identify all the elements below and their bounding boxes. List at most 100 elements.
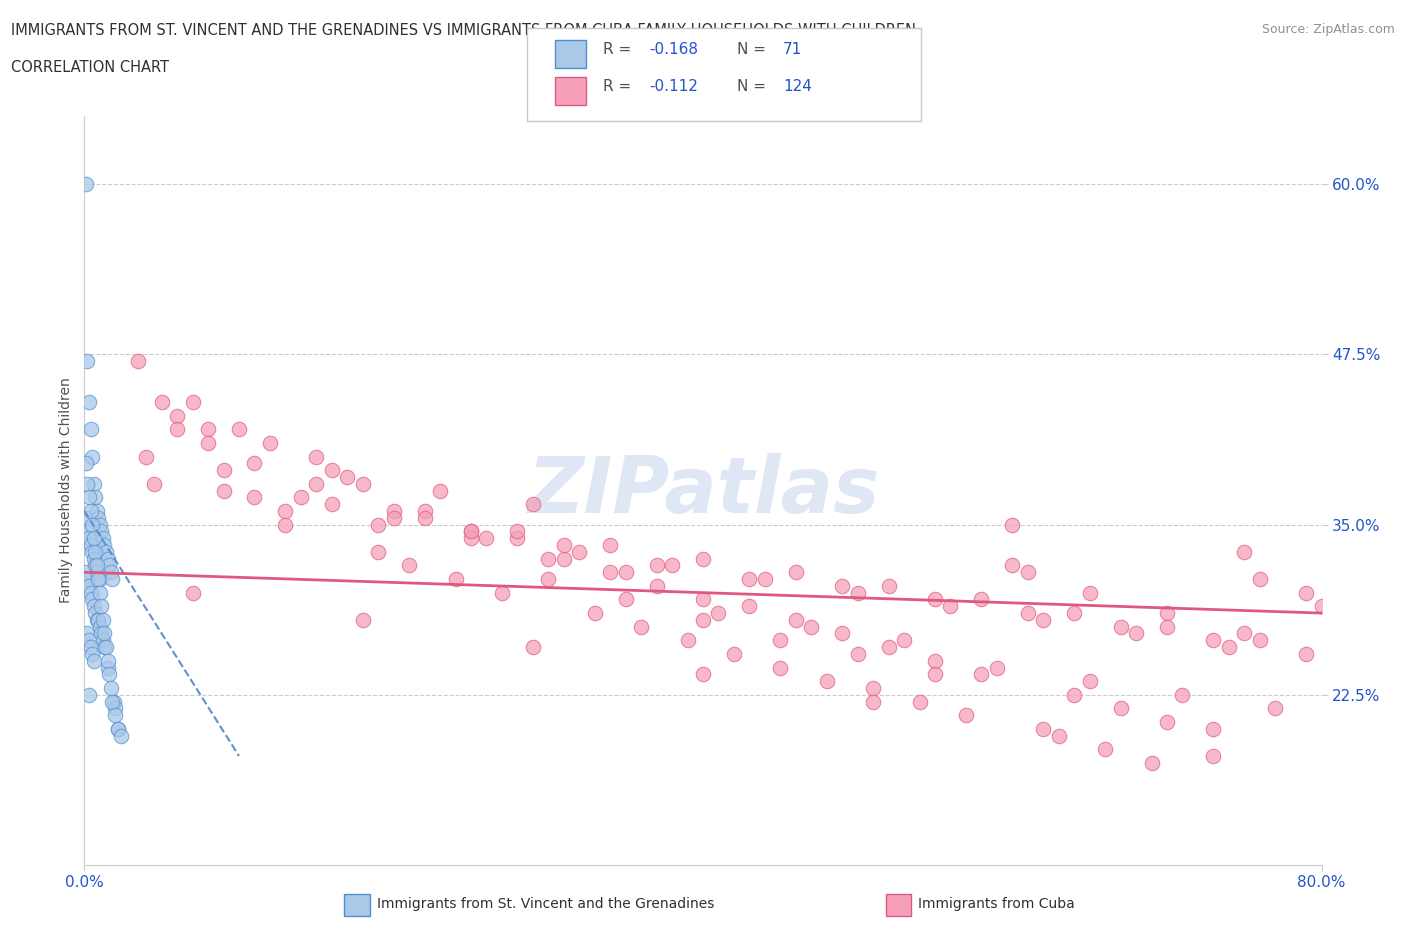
Point (1125, 626, 1147, 641)
Point (444, 572, 467, 587)
Point (692, 667, 714, 682)
Point (970, 592, 993, 607)
Point (86, 558, 108, 573)
Point (382, 511, 405, 525)
Point (1032, 613, 1054, 628)
Point (1202, 632, 1225, 647)
Text: R =: R = (603, 42, 637, 57)
Point (83, 531, 105, 546)
Point (1017, 565, 1039, 579)
Point (83, 653, 105, 668)
Point (1109, 701, 1132, 716)
Point (79, 640, 101, 655)
Point (76, 626, 98, 641)
Text: R =: R = (603, 79, 637, 94)
Point (197, 422, 219, 437)
Text: -0.168: -0.168 (650, 42, 699, 57)
Point (506, 531, 529, 546)
Point (89, 619, 111, 634)
Point (79, 585, 101, 600)
Point (259, 435, 281, 450)
Point (831, 626, 853, 641)
Point (75, 177, 97, 192)
Point (460, 531, 482, 546)
Text: IMMIGRANTS FROM ST. VINCENT AND THE GRENADINES VS IMMIGRANTS FROM CUBA FAMILY HO: IMMIGRANTS FROM ST. VINCENT AND THE GREN… (11, 23, 917, 38)
Text: Immigrants from Cuba: Immigrants from Cuba (918, 897, 1074, 911)
Point (460, 524, 482, 538)
Point (89, 585, 111, 600)
Point (877, 640, 900, 655)
Point (197, 435, 219, 450)
Point (475, 531, 498, 546)
Point (103, 694, 125, 709)
Point (382, 503, 405, 518)
Point (90, 626, 112, 641)
Point (661, 558, 683, 573)
Point (676, 632, 699, 647)
Point (77, 578, 100, 593)
Point (1017, 605, 1039, 620)
Point (1063, 605, 1085, 620)
Point (79, 538, 101, 552)
Point (166, 408, 188, 423)
Point (243, 456, 266, 471)
Point (815, 673, 838, 688)
Point (537, 572, 560, 587)
Point (1310, 599, 1333, 614)
Point (862, 694, 884, 709)
Point (90, 599, 112, 614)
Point (1171, 687, 1194, 702)
Point (93, 640, 115, 655)
Point (970, 667, 993, 682)
Point (1063, 687, 1085, 702)
Point (77, 394, 100, 409)
Point (212, 484, 235, 498)
Point (413, 511, 436, 525)
Point (93, 626, 115, 641)
Point (707, 605, 730, 620)
Point (630, 619, 652, 634)
Point (986, 660, 1008, 675)
Point (77, 490, 100, 505)
Point (1156, 619, 1178, 634)
Point (1202, 722, 1225, 737)
Point (110, 728, 132, 743)
Point (86, 565, 108, 579)
Point (321, 463, 343, 478)
Point (955, 708, 977, 723)
Point (83, 599, 105, 614)
Point (738, 572, 761, 587)
Point (135, 449, 157, 464)
Point (1249, 572, 1271, 587)
Point (924, 653, 946, 668)
Point (75, 511, 97, 525)
Point (82, 544, 104, 559)
Point (166, 422, 188, 437)
Point (305, 449, 328, 464)
Point (181, 585, 204, 600)
Point (228, 422, 250, 437)
Point (274, 517, 297, 532)
Point (84, 605, 107, 620)
Point (599, 565, 621, 579)
Point (274, 503, 297, 518)
Point (86, 613, 108, 628)
Point (785, 613, 807, 628)
Point (82, 517, 104, 532)
Point (1032, 722, 1054, 737)
Text: CORRELATION CHART: CORRELATION CHART (11, 60, 169, 75)
Point (77, 687, 100, 702)
Point (1295, 585, 1317, 600)
Point (738, 599, 761, 614)
Point (723, 646, 745, 661)
Point (181, 394, 204, 409)
Point (83, 551, 105, 566)
Text: ZIPatlas: ZIPatlas (527, 453, 879, 528)
Point (614, 592, 637, 607)
Point (86, 503, 108, 518)
Point (101, 572, 124, 587)
Point (87, 511, 110, 525)
Point (96, 551, 118, 566)
Point (89, 572, 111, 587)
Point (89, 517, 111, 532)
